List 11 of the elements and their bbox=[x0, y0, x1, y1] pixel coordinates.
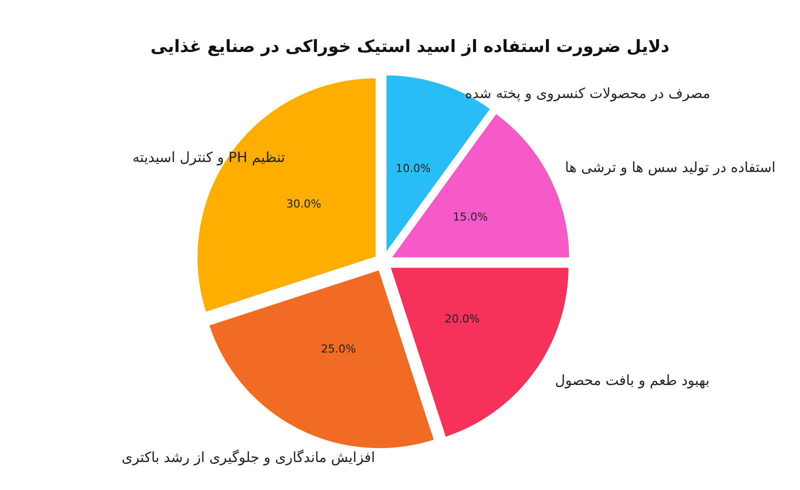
slice-label: استفاده در تولید سس ها و ترشی ها bbox=[565, 160, 776, 176]
data-label: 15.0% bbox=[452, 210, 488, 224]
data-label: 10.0% bbox=[396, 162, 431, 175]
data-label: 25.0% bbox=[321, 342, 356, 356]
slice-label: مصرف در محصولات کنسروی و پخته شده bbox=[465, 86, 710, 102]
slice-label: افزایش ماندگاری و جلوگیری از رشد باکتری bbox=[122, 449, 375, 466]
data-label: 30.0% bbox=[286, 197, 322, 210]
data-label: 20.0% bbox=[444, 312, 480, 326]
slice-label: بهبود طعم و بافت محصول bbox=[555, 373, 710, 389]
slice-label: تنظیم PH و کنترل اسیدیته bbox=[132, 150, 286, 166]
chart-title: دلایل ضرورت استفاده از اسید استیک خوراکی در صنایع غذایی bbox=[150, 37, 670, 57]
